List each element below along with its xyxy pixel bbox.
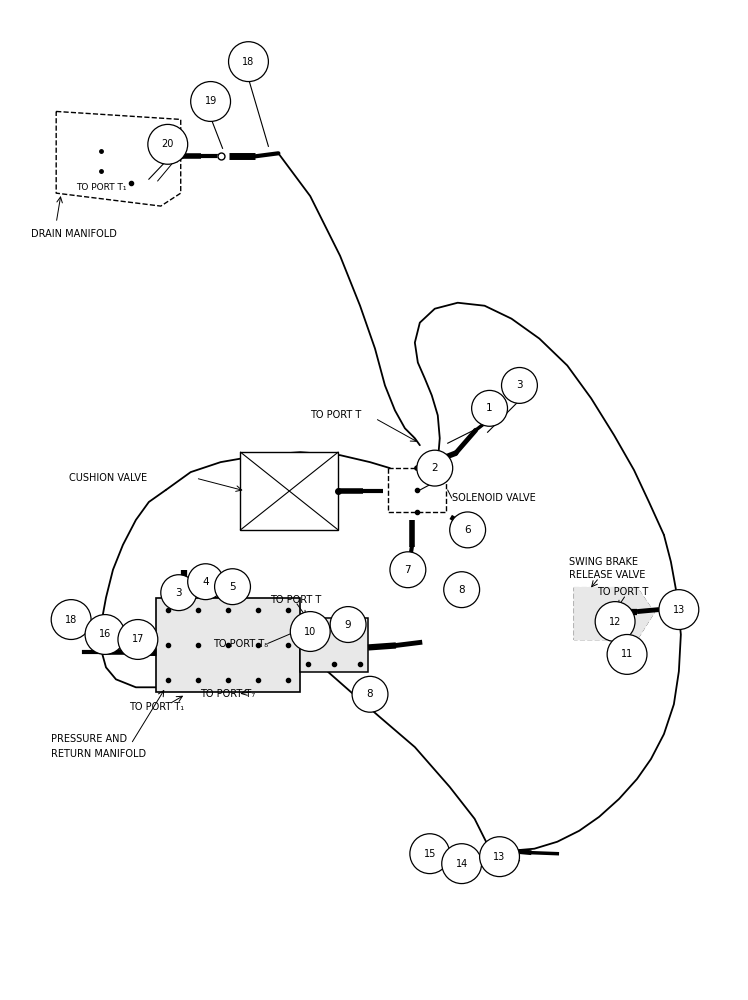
Circle shape: [118, 620, 158, 659]
Text: PRESSURE AND: PRESSURE AND: [51, 734, 127, 744]
Text: TO PORT T₈: TO PORT T₈: [213, 639, 269, 649]
Circle shape: [472, 390, 507, 426]
Circle shape: [659, 590, 699, 630]
Text: 10: 10: [304, 627, 316, 637]
Text: RELEASE VALVE: RELEASE VALVE: [569, 570, 646, 580]
Circle shape: [607, 634, 647, 674]
Circle shape: [444, 572, 479, 608]
Text: 18: 18: [65, 615, 77, 625]
Circle shape: [229, 42, 269, 82]
Polygon shape: [574, 588, 654, 639]
Circle shape: [161, 575, 197, 611]
Text: 5: 5: [229, 582, 236, 592]
Circle shape: [442, 844, 482, 884]
Bar: [300, 618, 368, 672]
Circle shape: [450, 512, 485, 548]
Circle shape: [479, 837, 519, 877]
Text: TO PORT T: TO PORT T: [270, 595, 322, 605]
Circle shape: [148, 124, 188, 164]
Text: TO PORT T: TO PORT T: [310, 410, 361, 420]
Circle shape: [352, 676, 388, 712]
Text: 18: 18: [242, 57, 254, 67]
Text: 15: 15: [423, 849, 436, 859]
Circle shape: [410, 834, 450, 874]
Text: 16: 16: [99, 629, 111, 639]
Text: 8: 8: [459, 585, 465, 595]
Bar: [241, 452, 338, 530]
Text: 13: 13: [672, 605, 685, 615]
Bar: [156, 598, 300, 692]
Circle shape: [191, 82, 230, 121]
Circle shape: [290, 612, 330, 651]
Circle shape: [51, 600, 91, 639]
Text: 3: 3: [176, 588, 182, 598]
Text: 4: 4: [202, 577, 209, 587]
Text: 11: 11: [621, 649, 633, 659]
Text: 6: 6: [465, 525, 471, 535]
Circle shape: [417, 450, 453, 486]
Text: 13: 13: [494, 852, 506, 862]
Text: CUSHION VALVE: CUSHION VALVE: [69, 473, 147, 483]
Text: SOLENOID VALVE: SOLENOID VALVE: [452, 493, 536, 503]
Text: 20: 20: [162, 139, 174, 149]
Circle shape: [595, 602, 635, 641]
Circle shape: [390, 552, 426, 588]
Circle shape: [330, 607, 366, 642]
Text: 1: 1: [486, 403, 493, 413]
Text: TO PORT T₁: TO PORT T₁: [129, 702, 184, 712]
Text: SWING BRAKE: SWING BRAKE: [569, 557, 638, 567]
Circle shape: [501, 367, 537, 403]
Circle shape: [188, 564, 224, 600]
Text: 12: 12: [609, 617, 622, 627]
Text: 7: 7: [405, 565, 411, 575]
Text: 19: 19: [204, 96, 217, 106]
Text: DRAIN MANIFOLD: DRAIN MANIFOLD: [31, 229, 117, 239]
Circle shape: [85, 615, 125, 654]
Text: RETURN MANIFOLD: RETURN MANIFOLD: [51, 749, 147, 759]
Text: 8: 8: [367, 689, 373, 699]
Text: TO PORT T: TO PORT T: [597, 587, 649, 597]
Text: TO PORT T₇: TO PORT T₇: [200, 689, 255, 699]
Text: 14: 14: [456, 859, 468, 869]
Text: 17: 17: [132, 634, 144, 644]
Circle shape: [215, 569, 251, 605]
Text: 9: 9: [345, 620, 352, 630]
Text: 2: 2: [432, 463, 438, 473]
Bar: [388, 468, 446, 512]
Text: 3: 3: [516, 380, 523, 390]
Text: TO PORT T₁: TO PORT T₁: [76, 183, 126, 192]
